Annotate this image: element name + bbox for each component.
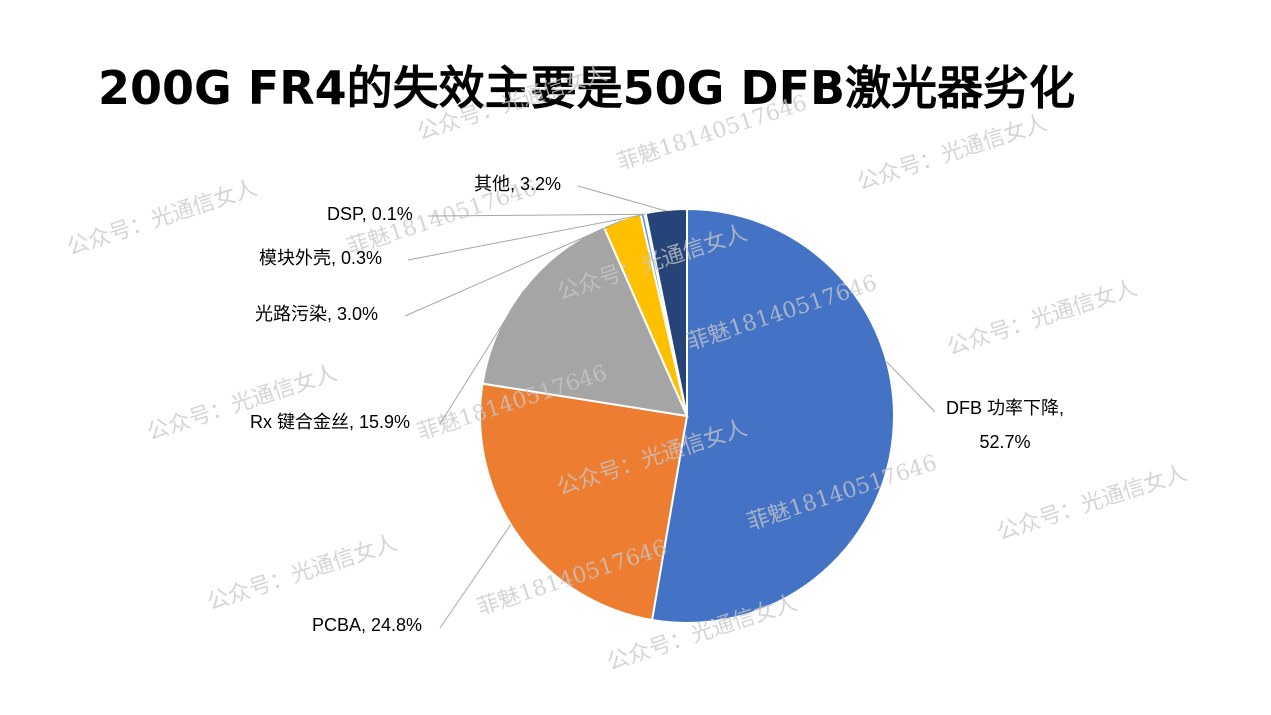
data-label-rx: Rx 键合金丝, 15.9% xyxy=(250,412,410,432)
watermark-text: 公众号：光通信女人 xyxy=(144,361,340,446)
data-label-optical: 光路污染, 3.0% xyxy=(255,304,378,324)
leader-line-housing xyxy=(407,214,643,261)
leader-line-dsp xyxy=(427,213,646,217)
watermark-text: 公众号：光通信女人 xyxy=(994,461,1190,546)
leader-line-pcba xyxy=(439,524,512,629)
watermark-text: 公众号：光通信女人 xyxy=(204,531,400,616)
leader-line-rx xyxy=(439,290,525,425)
data-label-other: 其他, 3.2% xyxy=(474,174,561,194)
leader-line-dfb xyxy=(886,361,936,413)
page-title: 200G FR4的失效主要是50G DFB激光器劣化 xyxy=(98,61,1076,115)
watermark-text: 公众号：光通信女人 xyxy=(64,176,260,261)
data-label-dsp: DSP, 0.1% xyxy=(327,204,413,224)
pie-slice-rx xyxy=(481,225,689,418)
leader-line-other xyxy=(577,185,667,212)
data-label-pcba: PCBA, 24.8% xyxy=(312,615,422,635)
watermark-text: 菲魅18140517646 xyxy=(614,91,810,176)
data-labels: DFB 功率下降, 52.7% PCBA, 24.8% Rx 键合金丝, 15.9% 光… xyxy=(250,174,1064,635)
pie-slice-pcba xyxy=(479,382,689,622)
watermark-text: 公众号：光通信女人 xyxy=(944,276,1140,361)
watermark-text: 公众号：光通信女人 xyxy=(414,61,610,146)
data-label-dfb: DFB 功率下降, 52.7% xyxy=(946,398,1064,452)
leader-lines xyxy=(404,185,936,629)
pie-slice-other xyxy=(644,207,688,417)
pie-slices xyxy=(479,207,895,624)
data-label-housing: 模块外壳, 0.3% xyxy=(259,248,382,268)
watermark-text: 公众号：光通信女人 xyxy=(854,111,1050,196)
pie-slice-dfb xyxy=(650,207,895,624)
leader-line-optical xyxy=(404,220,623,317)
